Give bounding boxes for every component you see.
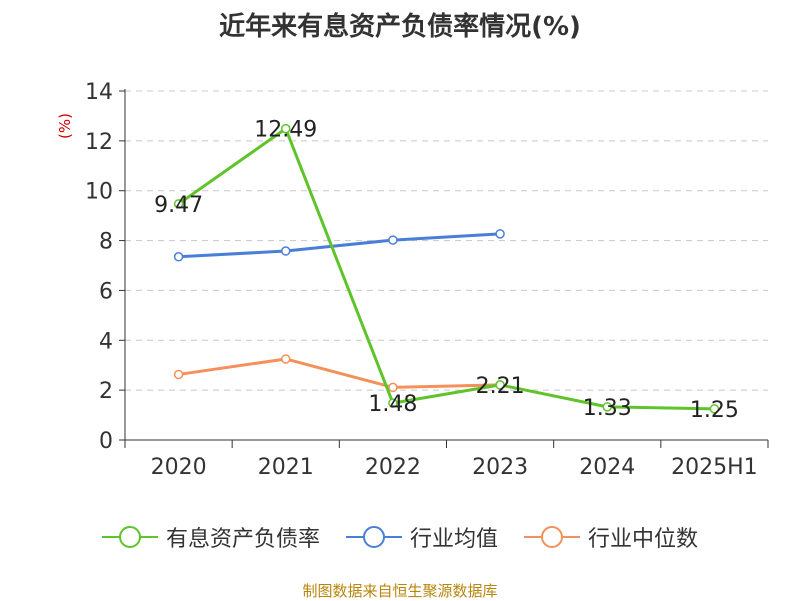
legend-label: 有息资产负债率 [165, 527, 320, 552]
x-tick-label: 2024 [579, 455, 635, 480]
series-line [177, 127, 715, 411]
data-point [281, 123, 291, 134]
data-label: 1.25 [690, 398, 739, 423]
legend: 有息资产负债率 行业均值 行业中位数 [0, 521, 800, 553]
legend-swatch-green [101, 526, 158, 548]
data-point [173, 252, 184, 262]
data-label: 9.47 [154, 193, 203, 218]
series-line [178, 232, 501, 259]
data-point [602, 402, 612, 412]
data-point [388, 235, 398, 245]
data-label: 2.21 [476, 374, 525, 399]
legend-swatch-orange [524, 526, 580, 548]
legend-label: 行业中位数 [588, 527, 699, 552]
chart-title: 近年来有息资产负债率情况(%) [219, 12, 581, 42]
data-point [709, 404, 720, 414]
legend-swatch-blue [345, 526, 402, 548]
data-label: 1.48 [368, 392, 417, 417]
x-tick-label: 2020 [151, 455, 207, 480]
y-tick-label: 8 [99, 230, 113, 255]
x-tick-label: 2023 [472, 455, 528, 480]
data-point [173, 369, 184, 380]
y-axis-label: (%) [56, 113, 74, 139]
y-tick-label: 0 [99, 429, 113, 454]
data-point [281, 246, 291, 256]
y-tick-label: 14 [85, 80, 113, 105]
data-point [495, 380, 505, 390]
x-tick-label: 2022 [365, 455, 421, 480]
y-tick-label: 12 [85, 130, 113, 155]
x-tick-label: 2025H1 [671, 455, 758, 480]
data-point [281, 354, 291, 364]
data-point [388, 398, 398, 408]
data-point [495, 229, 505, 239]
y-tick-label: 10 [85, 180, 113, 205]
y-tick-label: 6 [99, 279, 113, 304]
legend-item-industry-mean[interactable]: 行业均值 [345, 521, 498, 553]
legend-label: 行业均值 [409, 527, 498, 552]
legend-item-interest-debt-ratio[interactable]: 有息资产负债率 [101, 521, 320, 553]
data-label: 12.49 [254, 118, 317, 143]
x-tick-label: 2021 [258, 455, 314, 480]
data-point [173, 199, 184, 209]
series-line [178, 357, 501, 389]
y-tick-label: 4 [99, 329, 113, 354]
data-point [388, 382, 398, 393]
y-tick-label: 2 [99, 379, 113, 404]
legend-item-industry-median[interactable]: 行业中位数 [524, 521, 698, 553]
source-note: 制图数据来自恒生聚源数据库 [302, 582, 498, 600]
data-label: 1.33 [583, 396, 632, 421]
